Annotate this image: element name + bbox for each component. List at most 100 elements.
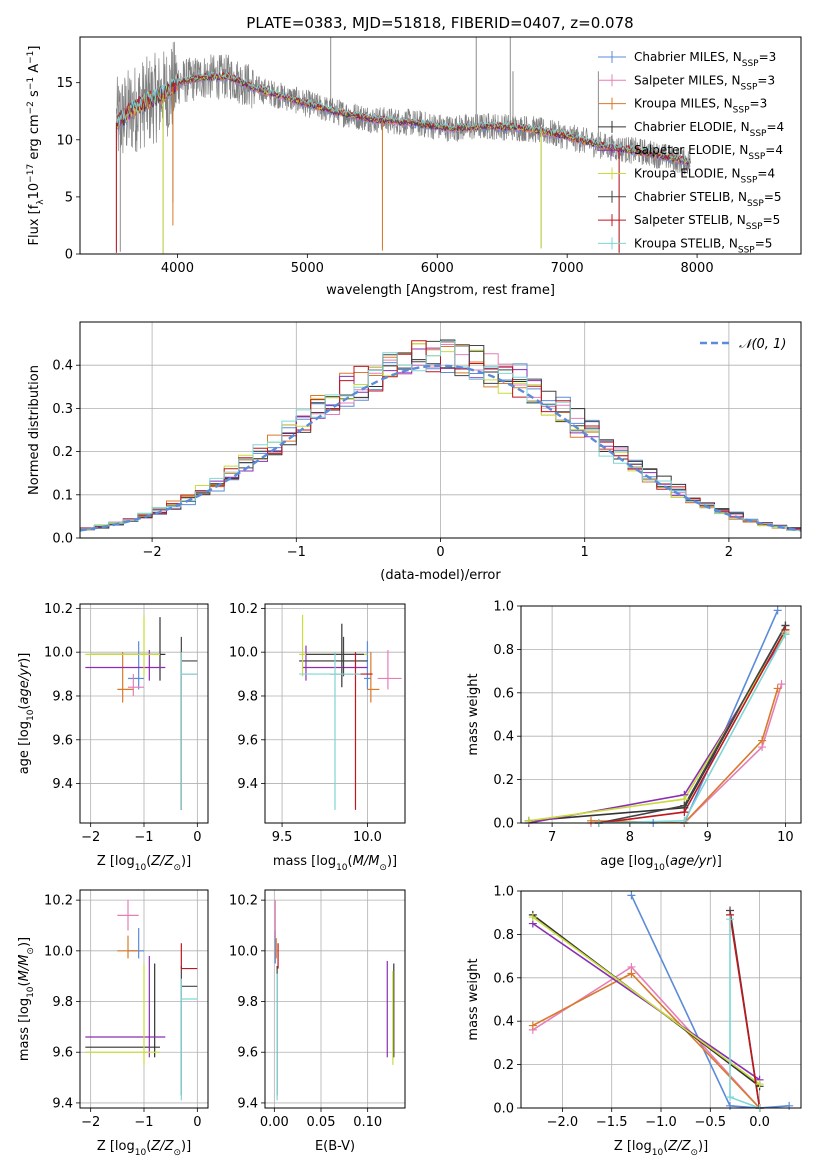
x-axis-label: Z [log10(Z/Z⊙)] [614,1139,708,1158]
weight-line-krou_elodie [532,916,761,1085]
y-tick-label: 10.0 [229,944,258,959]
label-part: 10 [27,183,42,200]
label-part: ⊙ [173,863,181,873]
y-tick-label: 0.2 [493,773,514,788]
residual-histogram-panel: −2 −1 0 1 2 0.0 0.1 0.2 0.3 0.4 𝒩(0, 1) (data-model… [27,321,802,583]
legend-label: Chabrier ELODIE, NSSP=4 [634,120,784,139]
weight-marker-krou_miles [773,684,782,693]
label-part: )] [17,653,32,663]
x-axis-label: Z [log10(Z/Z⊙)] [97,854,191,873]
x-axis-label: Z [log10(Z/Z⊙)] [97,1139,191,1158]
plot-area [528,609,787,823]
y-tick-label: 9.6 [52,1046,73,1061]
label-part: 10 [26,709,36,721]
legend-label: Salpeter ELODIE, NSSP=4 [634,143,783,162]
y-tick-label: 9.4 [52,1096,73,1111]
label-part: SSP [733,106,750,116]
ebv-mass-panel: 0.00 0.05 0.10 9.4 9.6 9.8 10.0 10.2 E(B-V) [229,889,406,1154]
x-tick-label: −2 [81,1115,100,1130]
weight-marker-krou_elodie [524,816,533,825]
y-tick-label: 9.8 [237,995,258,1010]
x-tick-label: 8 [626,830,634,845]
label-part: ( [663,1139,668,1154]
axes-frame [79,889,209,1109]
weight-marker-krou_stelib [726,1093,735,1102]
y-tick-label: 9.4 [237,1096,258,1111]
model-spectrum-krou_stelib [116,71,691,163]
x-tick-label: 6000 [421,261,454,276]
label-part: −17 [26,164,36,183]
y-tick-label: 9.8 [52,995,73,1010]
y-tick-label: 9.4 [52,777,73,792]
y-tick-label: 9.8 [52,689,73,704]
weight-line-salp_miles [591,683,783,823]
label-part: Z/Z [150,1139,174,1154]
label-part: Normed distribution [27,365,42,495]
x-axis-label: wavelength [Angstrom, rest frame] [326,283,555,298]
plot-area [85,614,198,810]
y-axis-label: mass weight [466,958,481,1040]
x-axis-label: E(B-V) [315,1139,355,1154]
label-part: age [log [17,721,32,774]
label-part: =5 [764,190,782,204]
y-tick-label: 9.6 [52,733,73,748]
label-part: =3 [750,97,768,111]
weight-marker-krou_miles [587,816,595,825]
x-tick-label: 0.0 [749,1115,770,1130]
label-part: )] [712,854,722,869]
label-part: ⊙ [26,947,36,955]
label-part: =3 [757,73,775,87]
histogram-krou_stelib [80,340,801,531]
plot-area [115,37,691,254]
label-part: )] [17,937,32,947]
label-part: Chabrier MILES, N [634,50,742,64]
mass-age-panel: 9.5 10.0 9.4 9.6 9.8 10.0 10.2 mass [log10(M/M⊙… [229,602,406,873]
y-tick-label: 1.0 [493,885,514,900]
x-tick-label: 0.00 [260,1115,289,1130]
x-tick-label: 10.0 [353,830,382,845]
weight-line-salp_stelib [729,914,761,1108]
label-part: ( [146,1139,151,1154]
label-part: mass [log [273,854,336,869]
y-tick-label: 0.4 [493,1015,514,1030]
label-part: 10 [135,863,147,873]
label-part: ( [348,854,353,869]
x-tick-label: 0 [436,545,444,560]
label-part: SSP [741,82,758,92]
y-axis-label: mass [log10(M/M⊙)] [17,937,36,1061]
label-part: Z [log [97,1139,135,1154]
figure-title: PLATE=0383, MJD=51818, FIBERID=0407, z=0… [246,14,633,32]
label-part: ⊙ [173,1148,181,1158]
legend-label: 𝒩(0, 1) [739,337,786,352]
y-tick-label: 0.0 [493,1102,514,1117]
weight-marker-krou_miles [758,736,767,745]
x-tick-label: 9.5 [272,830,293,845]
label-part: ( [146,854,151,869]
label-part: 10 [652,1148,664,1158]
label-part: ⊙ [379,863,387,873]
y-tick-label: 0.2 [52,445,73,460]
weight-marker-krou_elodie [528,913,537,922]
y-tick-label: 10.0 [44,944,73,959]
y-tick-label: 0.0 [493,817,514,832]
y-axis-label: age [log10(age/yr)] [17,653,36,775]
label-part: age/yr [17,661,32,704]
label-part: E(B-V) [315,1139,355,1154]
x-tick-label: 7 [548,830,556,845]
y-tick-label: 0.2 [493,1058,514,1073]
weight-marker-krou_stelib [781,630,790,639]
label-part: Flux [f [27,204,42,245]
y-axis-label: Flux [fλ10−17 erg cm−2 s−1 A−1] [26,46,46,246]
histogram-salp_stelib [80,340,801,530]
label-part: )] [181,854,191,869]
plot-area [274,900,395,1101]
weight-line-chab_elodie [528,625,787,822]
y-tick-label: 0.6 [493,686,514,701]
weight-line-salp_elodie [532,922,761,1081]
label-part: SSP [746,222,763,232]
axes-frame [264,603,406,824]
label-part: Kroupa STELIB, N [634,236,738,250]
x-tick-label: 0 [193,1115,201,1130]
